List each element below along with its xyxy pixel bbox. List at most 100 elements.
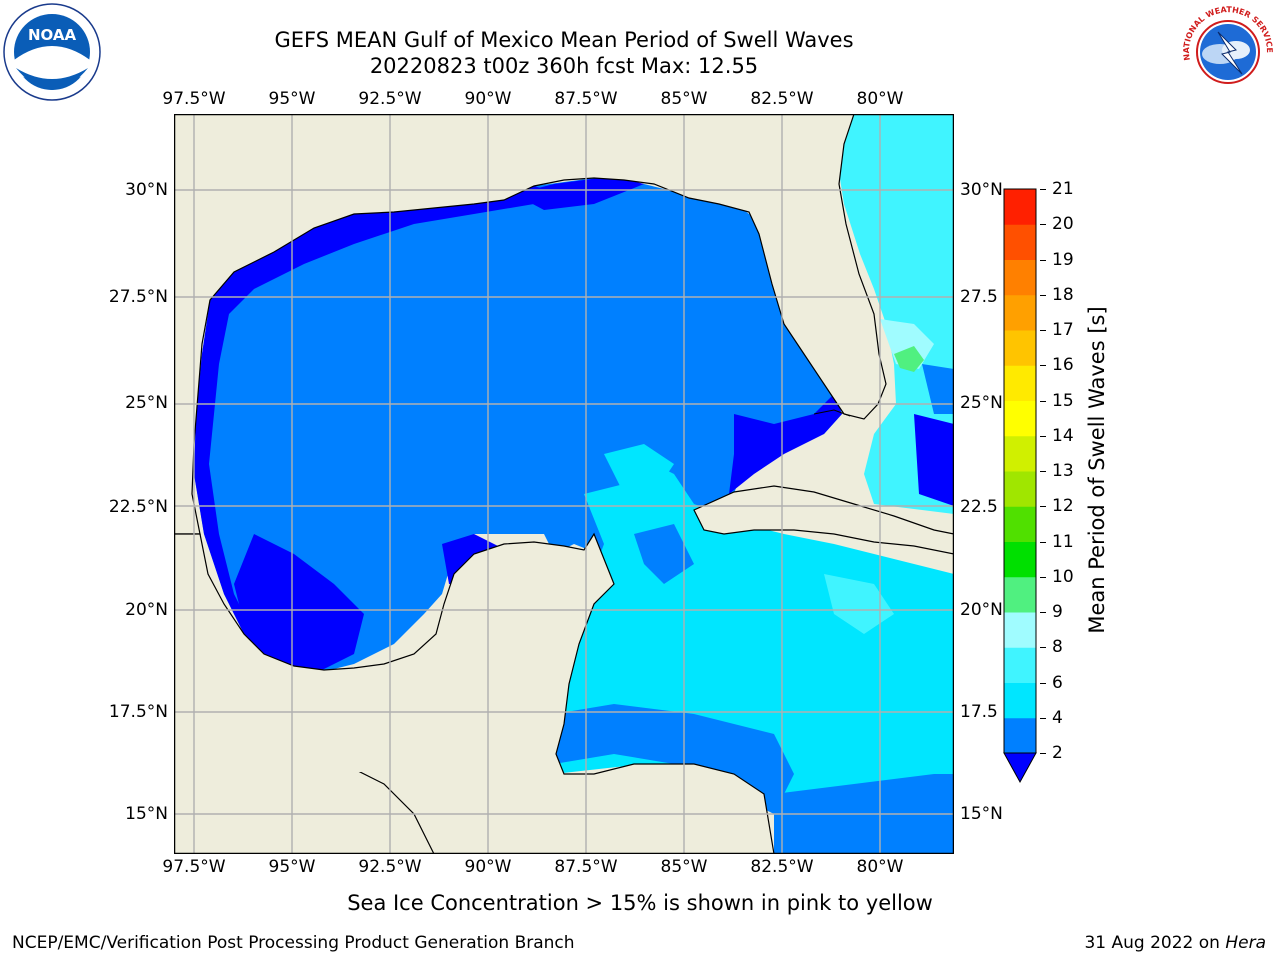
colorbar-segment [1004, 576, 1036, 613]
lon-label-top: 95°W [268, 89, 316, 109]
lat-label-right: 25°N [960, 393, 1003, 413]
colorbar-segment [1004, 435, 1036, 472]
colorbar-segment [1004, 259, 1036, 296]
colorbar-tick-label: 4 [1052, 707, 1063, 728]
colorbar-tick [1040, 506, 1046, 508]
colorbar-segment [1004, 330, 1036, 366]
footer-host: Hera [1225, 933, 1266, 953]
colorbar-tick-label: 6 [1052, 672, 1063, 693]
lon-label-bottom: 82.5°W [750, 857, 814, 877]
colorbar-tick-label: 9 [1052, 602, 1063, 622]
colorbar-tick-label: 18 [1052, 284, 1074, 305]
lat-label-right: 30°N [960, 180, 1003, 200]
lat-label-right: 15°N [960, 804, 1003, 824]
colorbar-segment [1004, 365, 1036, 401]
colorbar-tick-label: 14 [1052, 425, 1074, 446]
colorbar-tick-label: 11 [1052, 531, 1074, 552]
colorbar-tick-label: 8 [1052, 637, 1063, 658]
lon-label-bottom: 90°W [464, 857, 512, 877]
cuba-land [693, 485, 954, 555]
lon-label-top: 80°W [856, 89, 904, 109]
lon-label-top: 90°W [464, 89, 512, 109]
colorbar-tick-label: 20 [1052, 214, 1074, 235]
footer-date: 31 Aug 2022 on Hera [1084, 933, 1266, 953]
lon-label-top: 87.5°W [554, 89, 618, 109]
usa-land [174, 114, 887, 535]
colorbar-tick [1040, 471, 1046, 472]
colorbar-segment [1004, 682, 1036, 719]
lon-label-top: 97.5°W [162, 89, 226, 109]
colorbar-tick [1040, 682, 1046, 684]
colorbar-segment [1004, 506, 1036, 542]
lon-label-top: 85°W [660, 89, 708, 109]
lat-label-left: 15°N [125, 804, 168, 824]
colorbar-tick-label: 12 [1052, 496, 1074, 517]
colorbar-tick [1040, 541, 1046, 543]
gulf-swell-field [194, 178, 842, 674]
lat-label-right: 22.5 [960, 497, 998, 517]
colorbar-tick [1040, 717, 1046, 719]
colorbar [1003, 188, 1037, 784]
colorbar-tick [1040, 753, 1046, 754]
nws-logo: NATIONAL WEATHER SERVICE [1178, 2, 1278, 102]
colorbar-tick [1040, 294, 1046, 296]
lon-label-top: 82.5°W [750, 89, 814, 109]
colorbar-segment [1004, 294, 1036, 331]
footer-branch: NCEP/EMC/Verification Post Processing Pr… [12, 933, 575, 953]
map-panel [174, 114, 954, 854]
colorbar-tick [1040, 576, 1046, 578]
colorbar-under-triangle [1003, 752, 1037, 784]
lat-label-left: 17.5°N [108, 702, 168, 722]
atlantic-swell-field [836, 114, 954, 514]
colorbar-segment [1004, 541, 1036, 578]
noaa-logo: NOAA [2, 2, 102, 102]
lon-label-top: 92.5°W [358, 89, 422, 109]
graticule [174, 114, 954, 854]
colorbar-tick-label: 13 [1052, 461, 1074, 481]
colorbar-segment [1004, 612, 1036, 648]
colorbar-segment [1004, 224, 1036, 260]
colorbar-segment [1004, 717, 1036, 754]
colorbar-tick [1040, 400, 1046, 402]
colorbar-segment [1004, 471, 1036, 507]
colorbar-tick-label: 17 [1052, 320, 1074, 340]
lat-label-right: 17.5 [960, 702, 998, 722]
colorbar-tick [1040, 435, 1046, 437]
lat-label-left: 30°N [125, 180, 168, 200]
colorbar-segment [1004, 189, 1036, 225]
colorbar-tick [1040, 612, 1046, 613]
colorbar-tick-label: 21 [1052, 179, 1074, 199]
lat-label-left: 20°N [125, 600, 168, 620]
lat-label-right: 27.5 [960, 287, 998, 307]
lon-label-bottom: 87.5°W [554, 857, 618, 877]
sea-ice-note: Sea Ice Concentration > 15% is shown in … [347, 891, 933, 915]
colorbar-tick [1040, 647, 1046, 649]
lat-label-left: 25°N [125, 393, 168, 413]
lon-label-bottom: 95°W [268, 857, 316, 877]
lon-label-bottom: 97.5°W [162, 857, 226, 877]
colorbar-tick-label: 2 [1052, 743, 1063, 763]
colorbar-tick-label: 16 [1052, 355, 1074, 376]
colorbar-tick-label: 15 [1052, 390, 1074, 411]
chart-subtitle: 20220823 t00z 360h fcst Max: 12.55 [369, 54, 759, 78]
colorbar-tick [1040, 259, 1046, 261]
colorbar-segment [1004, 400, 1036, 437]
colorbar-label: Mean Period of Swell Waves [s] [1085, 306, 1109, 634]
colorbar-tick-label: 19 [1052, 249, 1074, 270]
colorbar-tick-label: 10 [1052, 566, 1074, 587]
colorbar-tick [1040, 365, 1046, 367]
lon-label-bottom: 85°W [660, 857, 708, 877]
chart-title: GEFS MEAN Gulf of Mexico Mean Period of … [274, 28, 854, 52]
lat-label-right: 20°N [960, 600, 1003, 620]
lon-label-bottom: 80°W [856, 857, 904, 877]
lat-label-left: 27.5°N [108, 287, 168, 307]
colorbar-tick [1040, 330, 1046, 331]
colorbar-segment [1004, 647, 1036, 683]
colorbar-tick [1040, 224, 1046, 226]
lon-label-bottom: 92.5°W [358, 857, 422, 877]
florida-keys-edge [813, 409, 851, 417]
svg-text:NOAA: NOAA [28, 26, 77, 44]
lat-label-left: 22.5°N [108, 497, 168, 517]
colorbar-tick [1040, 189, 1046, 190]
mexico-land [174, 532, 775, 854]
